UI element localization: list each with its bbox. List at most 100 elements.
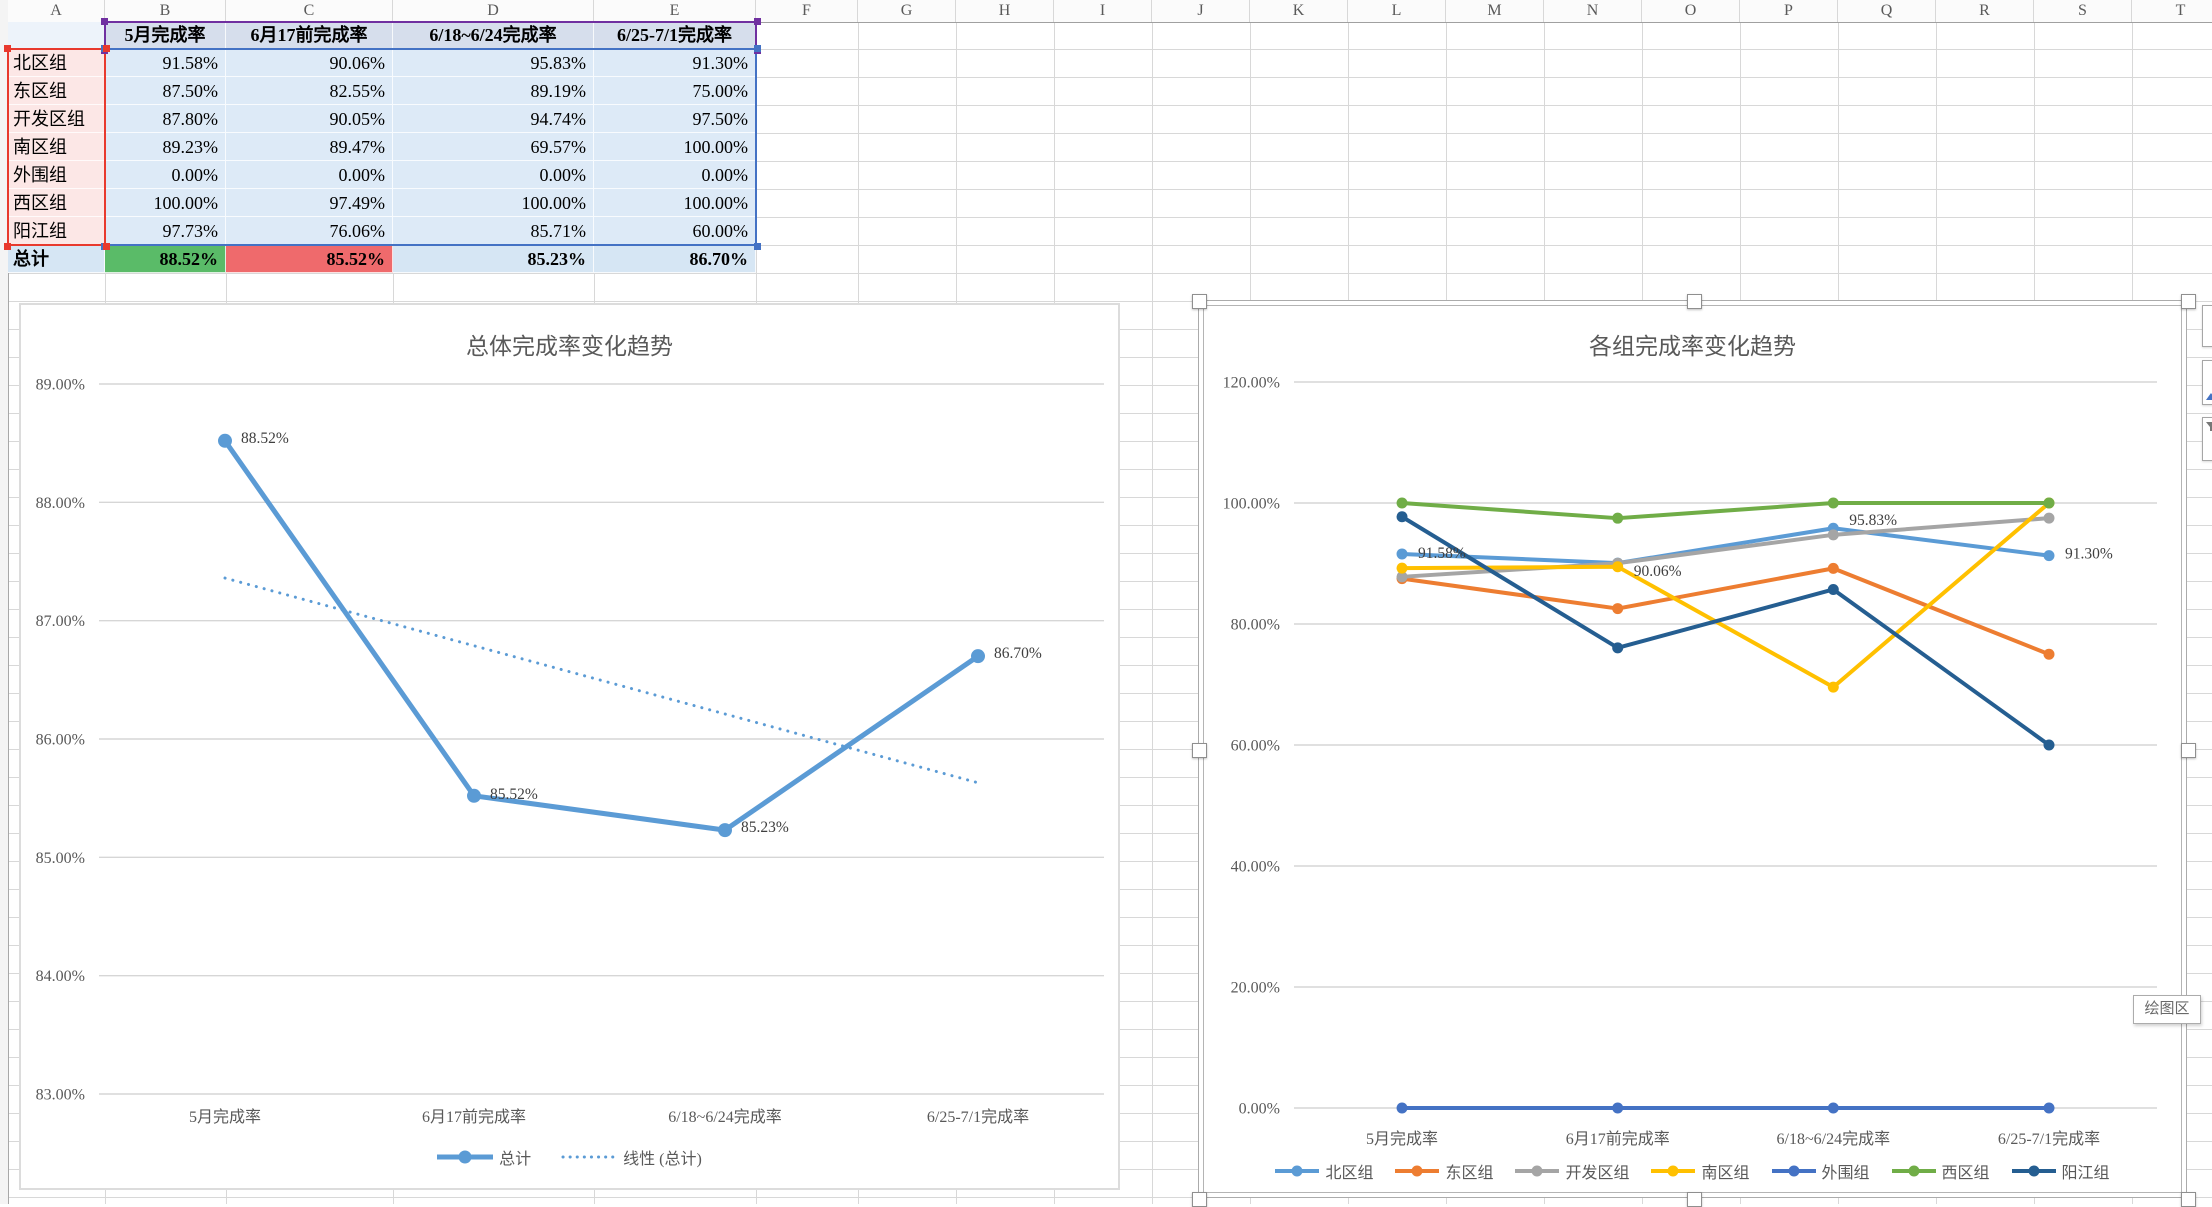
table-cell[interactable]: 0.00%: [226, 161, 393, 189]
row-label-阳江组[interactable]: 阳江组: [8, 217, 105, 245]
table-cell[interactable]: 0.00%: [105, 161, 226, 189]
table-cell[interactable]: 97.50%: [594, 105, 756, 133]
table-cell[interactable]: 60.00%: [594, 217, 756, 245]
column-header-D[interactable]: D: [393, 0, 594, 22]
chart2-legend[interactable]: 北区组 东区组 开发区组 南区组 外围组 西区组 阳江组: [1199, 1159, 2186, 1183]
total-cell[interactable]: 86.70%: [594, 245, 756, 273]
table-cell[interactable]: 90.06%: [226, 49, 393, 77]
table-cell[interactable]: 82.55%: [226, 77, 393, 105]
range-fill-handle[interactable]: [754, 243, 761, 250]
range-fill-handle[interactable]: [103, 45, 110, 52]
total-cell[interactable]: 88.52%: [105, 245, 226, 273]
legend-item-东区组[interactable]: 东区组: [1395, 1159, 1493, 1183]
series-line-开发区组[interactable]: [1400, 516, 2051, 579]
range-fill-handle[interactable]: [754, 18, 761, 25]
column-header-R[interactable]: R: [1936, 0, 2034, 22]
table-cell[interactable]: 97.73%: [105, 217, 226, 245]
table-cell[interactable]: 87.80%: [105, 105, 226, 133]
data-point-外围组[interactable]: [1612, 1102, 1624, 1114]
data-point-北区组[interactable]: [1396, 548, 1408, 560]
selection-handle[interactable]: [2181, 743, 2196, 758]
range-fill-handle[interactable]: [4, 243, 11, 250]
row-label-南区组[interactable]: 南区组: [8, 133, 105, 161]
data-point-北区组[interactable]: [2043, 550, 2055, 562]
data-point-开发区组[interactable]: [2043, 512, 2055, 524]
chart2-title[interactable]: 各组完成率变化趋势: [1589, 334, 1796, 359]
data-point-东区组[interactable]: [1827, 562, 1839, 574]
table-cell[interactable]: 76.06%: [226, 217, 393, 245]
data-point-阳江组[interactable]: [1827, 583, 1839, 595]
legend-item-外围组[interactable]: 外围组: [1771, 1159, 1870, 1183]
selection-handle[interactable]: [1192, 294, 1207, 309]
table-cell[interactable]: 91.58%: [105, 49, 226, 77]
row-label-外围组[interactable]: 外围组: [8, 161, 105, 189]
column-header-N[interactable]: N: [1544, 0, 1642, 22]
data-point-外围组[interactable]: [1827, 1102, 1839, 1114]
data-point-开发区组[interactable]: [1396, 571, 1408, 583]
series-line-南区组[interactable]: [1400, 501, 2051, 690]
data-point-阳江组[interactable]: [1396, 511, 1408, 523]
table-cell[interactable]: 94.74%: [393, 105, 594, 133]
column-header-K[interactable]: K: [1250, 0, 1348, 22]
column-header-G[interactable]: G: [858, 0, 956, 22]
column-header-B[interactable]: B: [105, 0, 226, 22]
legend-item-阳江组[interactable]: 阳江组: [2011, 1159, 2110, 1183]
selection-handle[interactable]: [1192, 743, 1207, 758]
chart-styles-button[interactable]: [2202, 360, 2212, 405]
table-cell[interactable]: 0.00%: [393, 161, 594, 189]
table-cell[interactable]: 100.00%: [393, 189, 594, 217]
header-cell-2[interactable]: 6月17前完成率: [226, 22, 393, 49]
data-point-西区组[interactable]: [1396, 497, 1408, 509]
table-cell[interactable]: 75.00%: [594, 77, 756, 105]
selection-handle[interactable]: [1686, 1192, 1702, 1207]
row-label-开发区组[interactable]: 开发区组: [8, 105, 105, 133]
column-header-P[interactable]: P: [1740, 0, 1838, 22]
table-cell[interactable]: 89.47%: [226, 133, 393, 161]
cell-A1[interactable]: [8, 22, 105, 49]
data-point-东区组[interactable]: [2043, 648, 2055, 660]
range-fill-handle[interactable]: [4, 45, 11, 52]
table-cell[interactable]: 87.50%: [105, 77, 226, 105]
table-cell[interactable]: 91.30%: [594, 49, 756, 77]
row-label-西区组[interactable]: 西区组: [8, 189, 105, 217]
data-point-西区组[interactable]: [1827, 497, 1839, 509]
column-header-H[interactable]: H: [956, 0, 1054, 22]
table-cell[interactable]: 85.71%: [393, 217, 594, 245]
column-header-E[interactable]: E: [594, 0, 756, 22]
legend-item-总计[interactable]: 总计: [437, 1145, 531, 1169]
data-point-外围组[interactable]: [2043, 1102, 2055, 1114]
column-header-F[interactable]: F: [756, 0, 858, 22]
trendline[interactable]: [223, 576, 980, 785]
chart1-plot-area[interactable]: 89.00% 88.00% 87.00% 86.00% 85.00% 84.00% 83.0…: [21, 305, 1118, 1188]
series-line-西区组[interactable]: [1400, 501, 2051, 521]
data-point-总计[interactable]: [718, 823, 732, 838]
data-point-总计[interactable]: [218, 433, 232, 448]
table-cell[interactable]: 89.19%: [393, 77, 594, 105]
table-cell[interactable]: 100.00%: [594, 133, 756, 161]
legend-item-开发区组[interactable]: 开发区组: [1515, 1159, 1629, 1183]
data-point-总计[interactable]: [971, 649, 985, 664]
range-fill-handle[interactable]: [101, 18, 108, 25]
table-cell[interactable]: 69.57%: [393, 133, 594, 161]
chart2-plot-area[interactable]: 120.00% 100.00% 80.00% 60.00% 40.00% 20.00% 0.…: [1199, 301, 2186, 1197]
data-point-总计[interactable]: [467, 788, 481, 803]
total-label[interactable]: 总计: [8, 245, 105, 273]
table-cell[interactable]: 95.83%: [393, 49, 594, 77]
header-cell-1[interactable]: 5月完成率: [105, 22, 226, 49]
total-cell[interactable]: 85.23%: [393, 245, 594, 273]
series-line-东区组[interactable]: [1400, 566, 2051, 657]
data-point-西区组[interactable]: [1612, 512, 1624, 524]
row-header-strip[interactable]: [0, 0, 9, 1204]
table-cell[interactable]: 100.00%: [594, 189, 756, 217]
column-header-T[interactable]: T: [2132, 0, 2212, 22]
legend-item-南区组[interactable]: 南区组: [1651, 1159, 1750, 1183]
data-point-东区组[interactable]: [1612, 603, 1624, 615]
data-point-开发区组[interactable]: [1827, 529, 1839, 541]
series-line-总计[interactable]: [222, 438, 981, 833]
table-cell[interactable]: 90.05%: [226, 105, 393, 133]
header-cell-4[interactable]: 6/25-7/1完成率: [594, 22, 756, 49]
chart1-legend[interactable]: 总计 线性 (总计): [21, 1145, 1118, 1169]
table-cell[interactable]: 100.00%: [105, 189, 226, 217]
column-header-A[interactable]: A: [8, 0, 105, 22]
table-cell[interactable]: 89.23%: [105, 133, 226, 161]
